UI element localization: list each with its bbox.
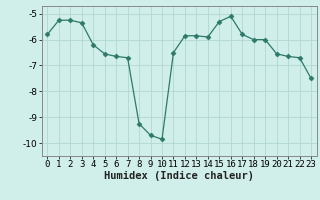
X-axis label: Humidex (Indice chaleur): Humidex (Indice chaleur)	[104, 171, 254, 181]
